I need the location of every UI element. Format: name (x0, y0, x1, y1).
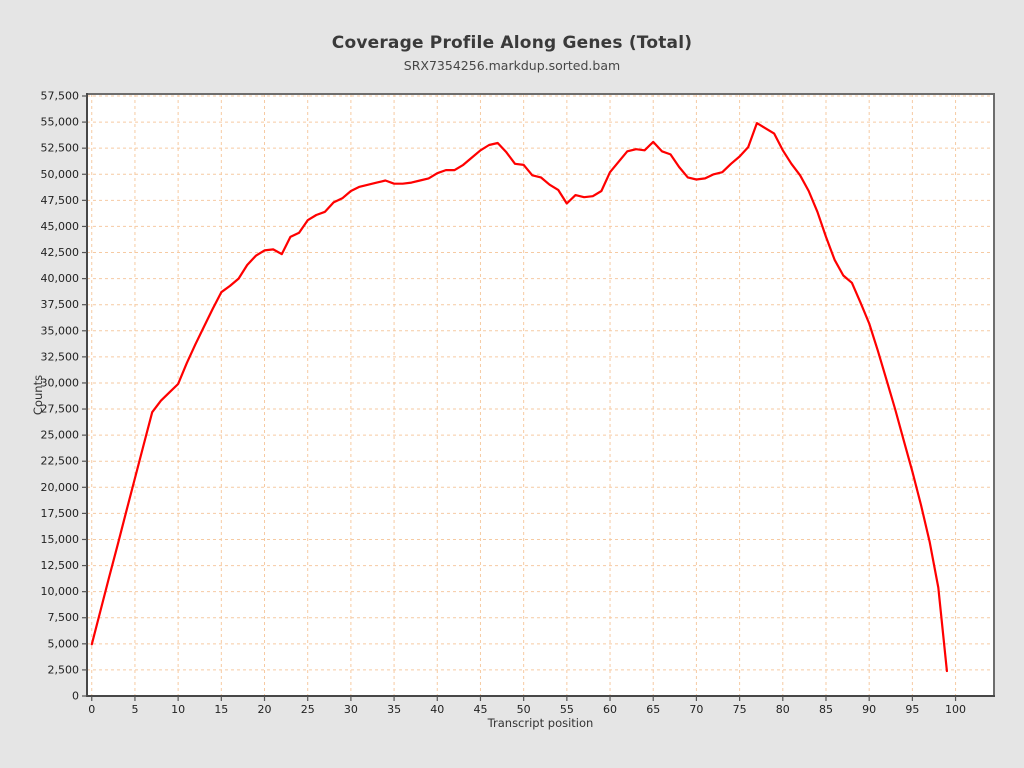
y-axis-title: Counts (31, 374, 45, 416)
svg-text:52,500: 52,500 (41, 142, 80, 155)
svg-text:100: 100 (945, 703, 966, 716)
x-axis-title: Transcript position (487, 716, 594, 730)
plot-background (87, 94, 994, 696)
svg-text:65: 65 (646, 703, 660, 716)
grid-lines (87, 94, 994, 696)
svg-text:15: 15 (214, 703, 228, 716)
svg-text:85: 85 (819, 703, 833, 716)
svg-text:2,500: 2,500 (48, 663, 80, 676)
svg-text:45,000: 45,000 (41, 220, 80, 233)
coverage-polyline (90, 121, 949, 673)
svg-text:50,000: 50,000 (41, 168, 80, 181)
svg-text:90: 90 (862, 703, 876, 716)
svg-text:47,500: 47,500 (41, 194, 80, 207)
svg-text:32,500: 32,500 (41, 350, 80, 363)
svg-text:20: 20 (258, 703, 272, 716)
svg-text:70: 70 (689, 703, 703, 716)
chart-subtitle: SRX7354256.markdup.sorted.bam (403, 58, 621, 73)
svg-text:95: 95 (905, 703, 919, 716)
svg-text:15,000: 15,000 (41, 533, 80, 546)
svg-text:20,000: 20,000 (41, 481, 80, 494)
chart-title: Coverage Profile Along Genes (Total) (331, 33, 693, 53)
svg-text:80: 80 (776, 703, 790, 716)
svg-text:0: 0 (72, 690, 79, 703)
svg-text:35: 35 (387, 703, 401, 716)
svg-text:45: 45 (473, 703, 487, 716)
svg-text:10,000: 10,000 (41, 585, 80, 598)
svg-text:30,000: 30,000 (41, 376, 80, 389)
svg-text:22,500: 22,500 (41, 455, 80, 468)
svg-text:40: 40 (430, 703, 444, 716)
svg-text:55: 55 (560, 703, 574, 716)
svg-text:55,000: 55,000 (41, 116, 80, 129)
svg-text:40,000: 40,000 (41, 272, 80, 285)
svg-text:17,500: 17,500 (41, 507, 80, 520)
svg-text:25: 25 (301, 703, 315, 716)
svg-text:27,500: 27,500 (41, 403, 80, 416)
svg-text:10: 10 (171, 703, 185, 716)
svg-text:5,000: 5,000 (48, 637, 80, 650)
y-tick-labels: 0 2,500 5,000 7,500 10,000 12,500 15,000 17,500… (41, 90, 80, 703)
axis-lines (86, 93, 995, 697)
svg-text:42,500: 42,500 (41, 246, 80, 259)
svg-text:50: 50 (517, 703, 531, 716)
svg-text:35,000: 35,000 (41, 324, 80, 337)
svg-text:25,000: 25,000 (41, 429, 80, 442)
svg-text:37,500: 37,500 (41, 298, 80, 311)
svg-text:75: 75 (733, 703, 747, 716)
svg-text:30: 30 (344, 703, 358, 716)
x-tick-labels: 0 5 10 15 20 25 30 35 40 45 50 55 60 65 70 75 80 85 90 95 10… (88, 703, 966, 716)
axis-ticks (82, 95, 957, 701)
svg-text:57,500: 57,500 (41, 90, 80, 103)
svg-text:7,500: 7,500 (48, 611, 80, 624)
svg-text:12,500: 12,500 (41, 559, 80, 572)
svg-text:60: 60 (603, 703, 617, 716)
svg-text:5: 5 (131, 703, 138, 716)
svg-text:0: 0 (88, 703, 95, 716)
